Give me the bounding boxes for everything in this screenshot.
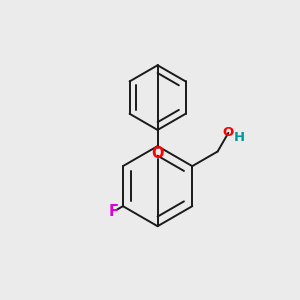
Text: F: F [109, 204, 118, 219]
Text: O: O [223, 126, 234, 139]
Text: H: H [234, 131, 245, 144]
Text: O: O [152, 146, 164, 161]
